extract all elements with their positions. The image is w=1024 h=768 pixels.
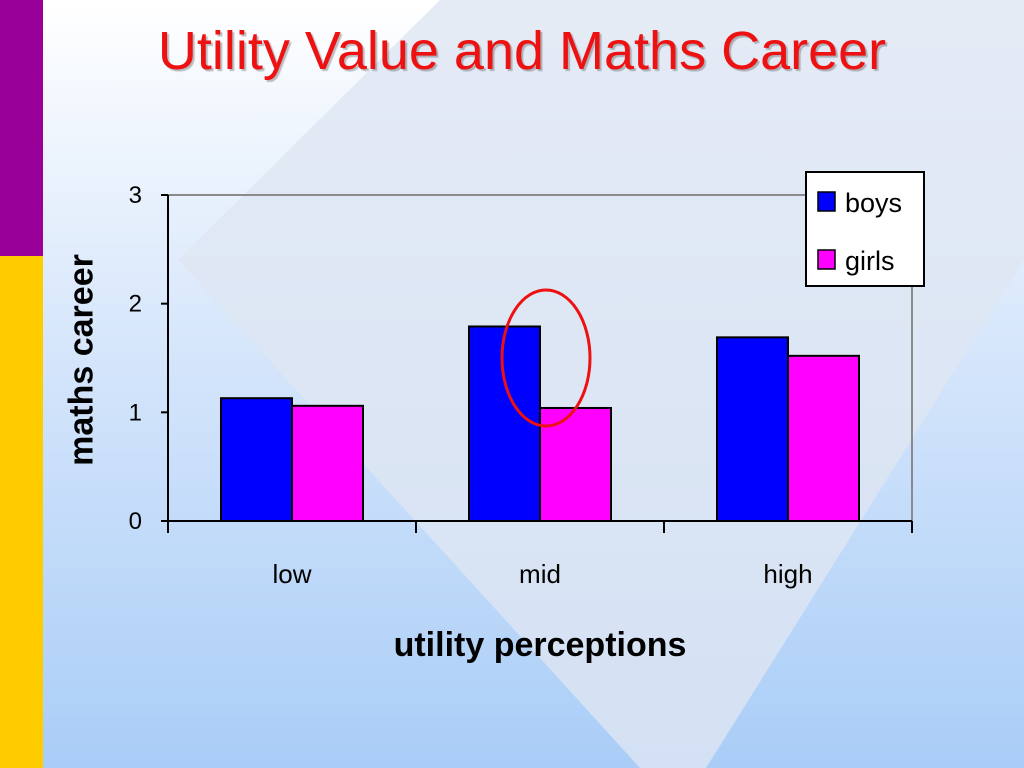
y-tick-label: 3 <box>129 182 142 209</box>
bar-girls-high <box>787 354 860 522</box>
slide-title: Utility Value and Maths Career <box>157 21 887 81</box>
bar-boys-low <box>220 397 293 522</box>
legend-label-boys: boys <box>845 188 902 218</box>
legend-label-girls: girls <box>845 246 895 276</box>
x-tick-label-mid: mid <box>519 559 561 589</box>
x-axis-label: utility perceptions <box>393 626 687 664</box>
left-band-purple <box>0 0 43 256</box>
y-tick-label: 2 <box>129 291 142 318</box>
left-band-yellow <box>0 256 43 768</box>
legend-swatch-boys <box>817 191 836 212</box>
legend-swatch-girls <box>817 249 836 270</box>
x-tick-label-low: low <box>272 559 311 589</box>
y-tick-label: 0 <box>129 508 142 535</box>
bar-girls-low <box>291 404 364 522</box>
bar-boys-mid <box>468 325 541 522</box>
highlight-ellipse <box>500 288 592 428</box>
y-tick-label: 1 <box>129 399 142 426</box>
legend: boys girls <box>805 171 925 287</box>
x-tick-label-high: high <box>763 559 812 589</box>
bar-boys-high <box>716 336 789 522</box>
